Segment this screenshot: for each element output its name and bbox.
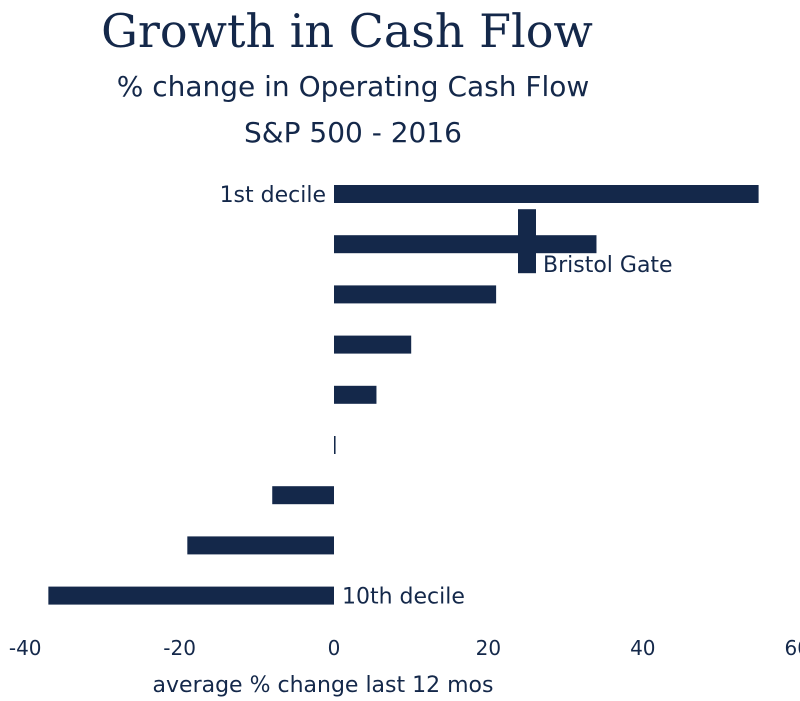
- chart-title: Growth in Cash Flow: [101, 4, 593, 58]
- bar-decile-4: [334, 335, 412, 354]
- x-tick-label: -40: [9, 636, 42, 660]
- bar-decile-1: [334, 185, 759, 203]
- chart-subtitle-line-1: % change in Operating Cash Flow: [116, 70, 590, 103]
- bar-decile-7: [272, 486, 334, 505]
- bar-decile-2: [334, 235, 597, 254]
- x-axis-label: average % change last 12 mos: [153, 673, 494, 698]
- chart-subtitle-line-2: S&P 500 - 2016: [244, 116, 462, 149]
- x-tick-label: 40: [630, 636, 655, 660]
- bar-decile-3: [334, 285, 497, 304]
- bar-decile-6: [334, 436, 336, 454]
- bristol-gate-marker: [518, 209, 536, 274]
- x-tick-label: -20: [163, 636, 196, 660]
- x-tick-label: 20: [476, 636, 501, 660]
- category-label: 10th decile: [342, 585, 465, 610]
- bar-decile-8: [187, 536, 334, 555]
- bar-decile-9: [48, 586, 335, 605]
- category-label: 1st decile: [220, 183, 326, 208]
- bar-decile-5: [334, 385, 377, 404]
- bristol-gate-label: Bristol Gate: [543, 253, 673, 278]
- x-tick-label: 0: [328, 636, 341, 660]
- x-tick-label: 60: [784, 636, 800, 660]
